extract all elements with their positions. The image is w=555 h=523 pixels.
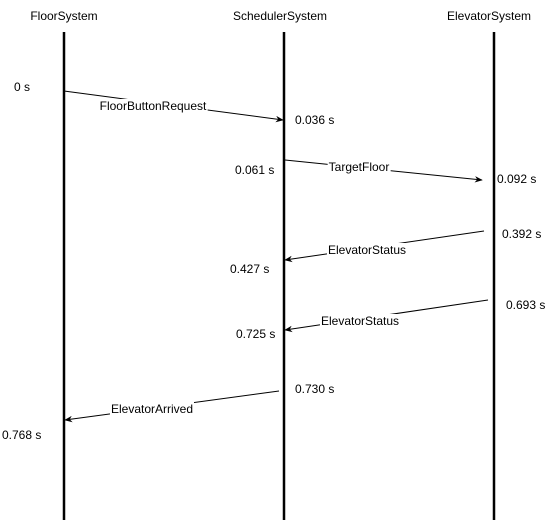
- message-label: FloorButtonRequest: [99, 99, 208, 113]
- timestamp-label: 0.036 s: [295, 113, 334, 127]
- message-label: ElevatorStatus: [320, 314, 400, 328]
- lifeline-label-scheduler-system: SchedulerSystem: [233, 9, 327, 23]
- lifeline-label-floor-system: FloorSystem: [30, 9, 97, 23]
- timestamp-label: 0.693 s: [506, 298, 545, 312]
- message-label: ElevatorArrived: [110, 402, 194, 416]
- lifeline-label-elevator-system: ElevatorSystem: [447, 9, 531, 23]
- message-label: TargetFloor: [328, 160, 391, 174]
- timestamp-label: 0 s: [14, 80, 30, 94]
- timestamp-label: 0.427 s: [230, 262, 269, 276]
- timestamp-label: 0.730 s: [295, 382, 334, 396]
- timestamp-label: 0.392 s: [502, 227, 541, 241]
- timestamp-label: 0.768 s: [2, 428, 41, 442]
- timestamp-label: 0.061 s: [235, 163, 274, 177]
- timestamp-label: 0.092 s: [497, 172, 536, 186]
- timestamp-label: 0.725 s: [236, 327, 275, 341]
- message-label: ElevatorStatus: [327, 243, 407, 257]
